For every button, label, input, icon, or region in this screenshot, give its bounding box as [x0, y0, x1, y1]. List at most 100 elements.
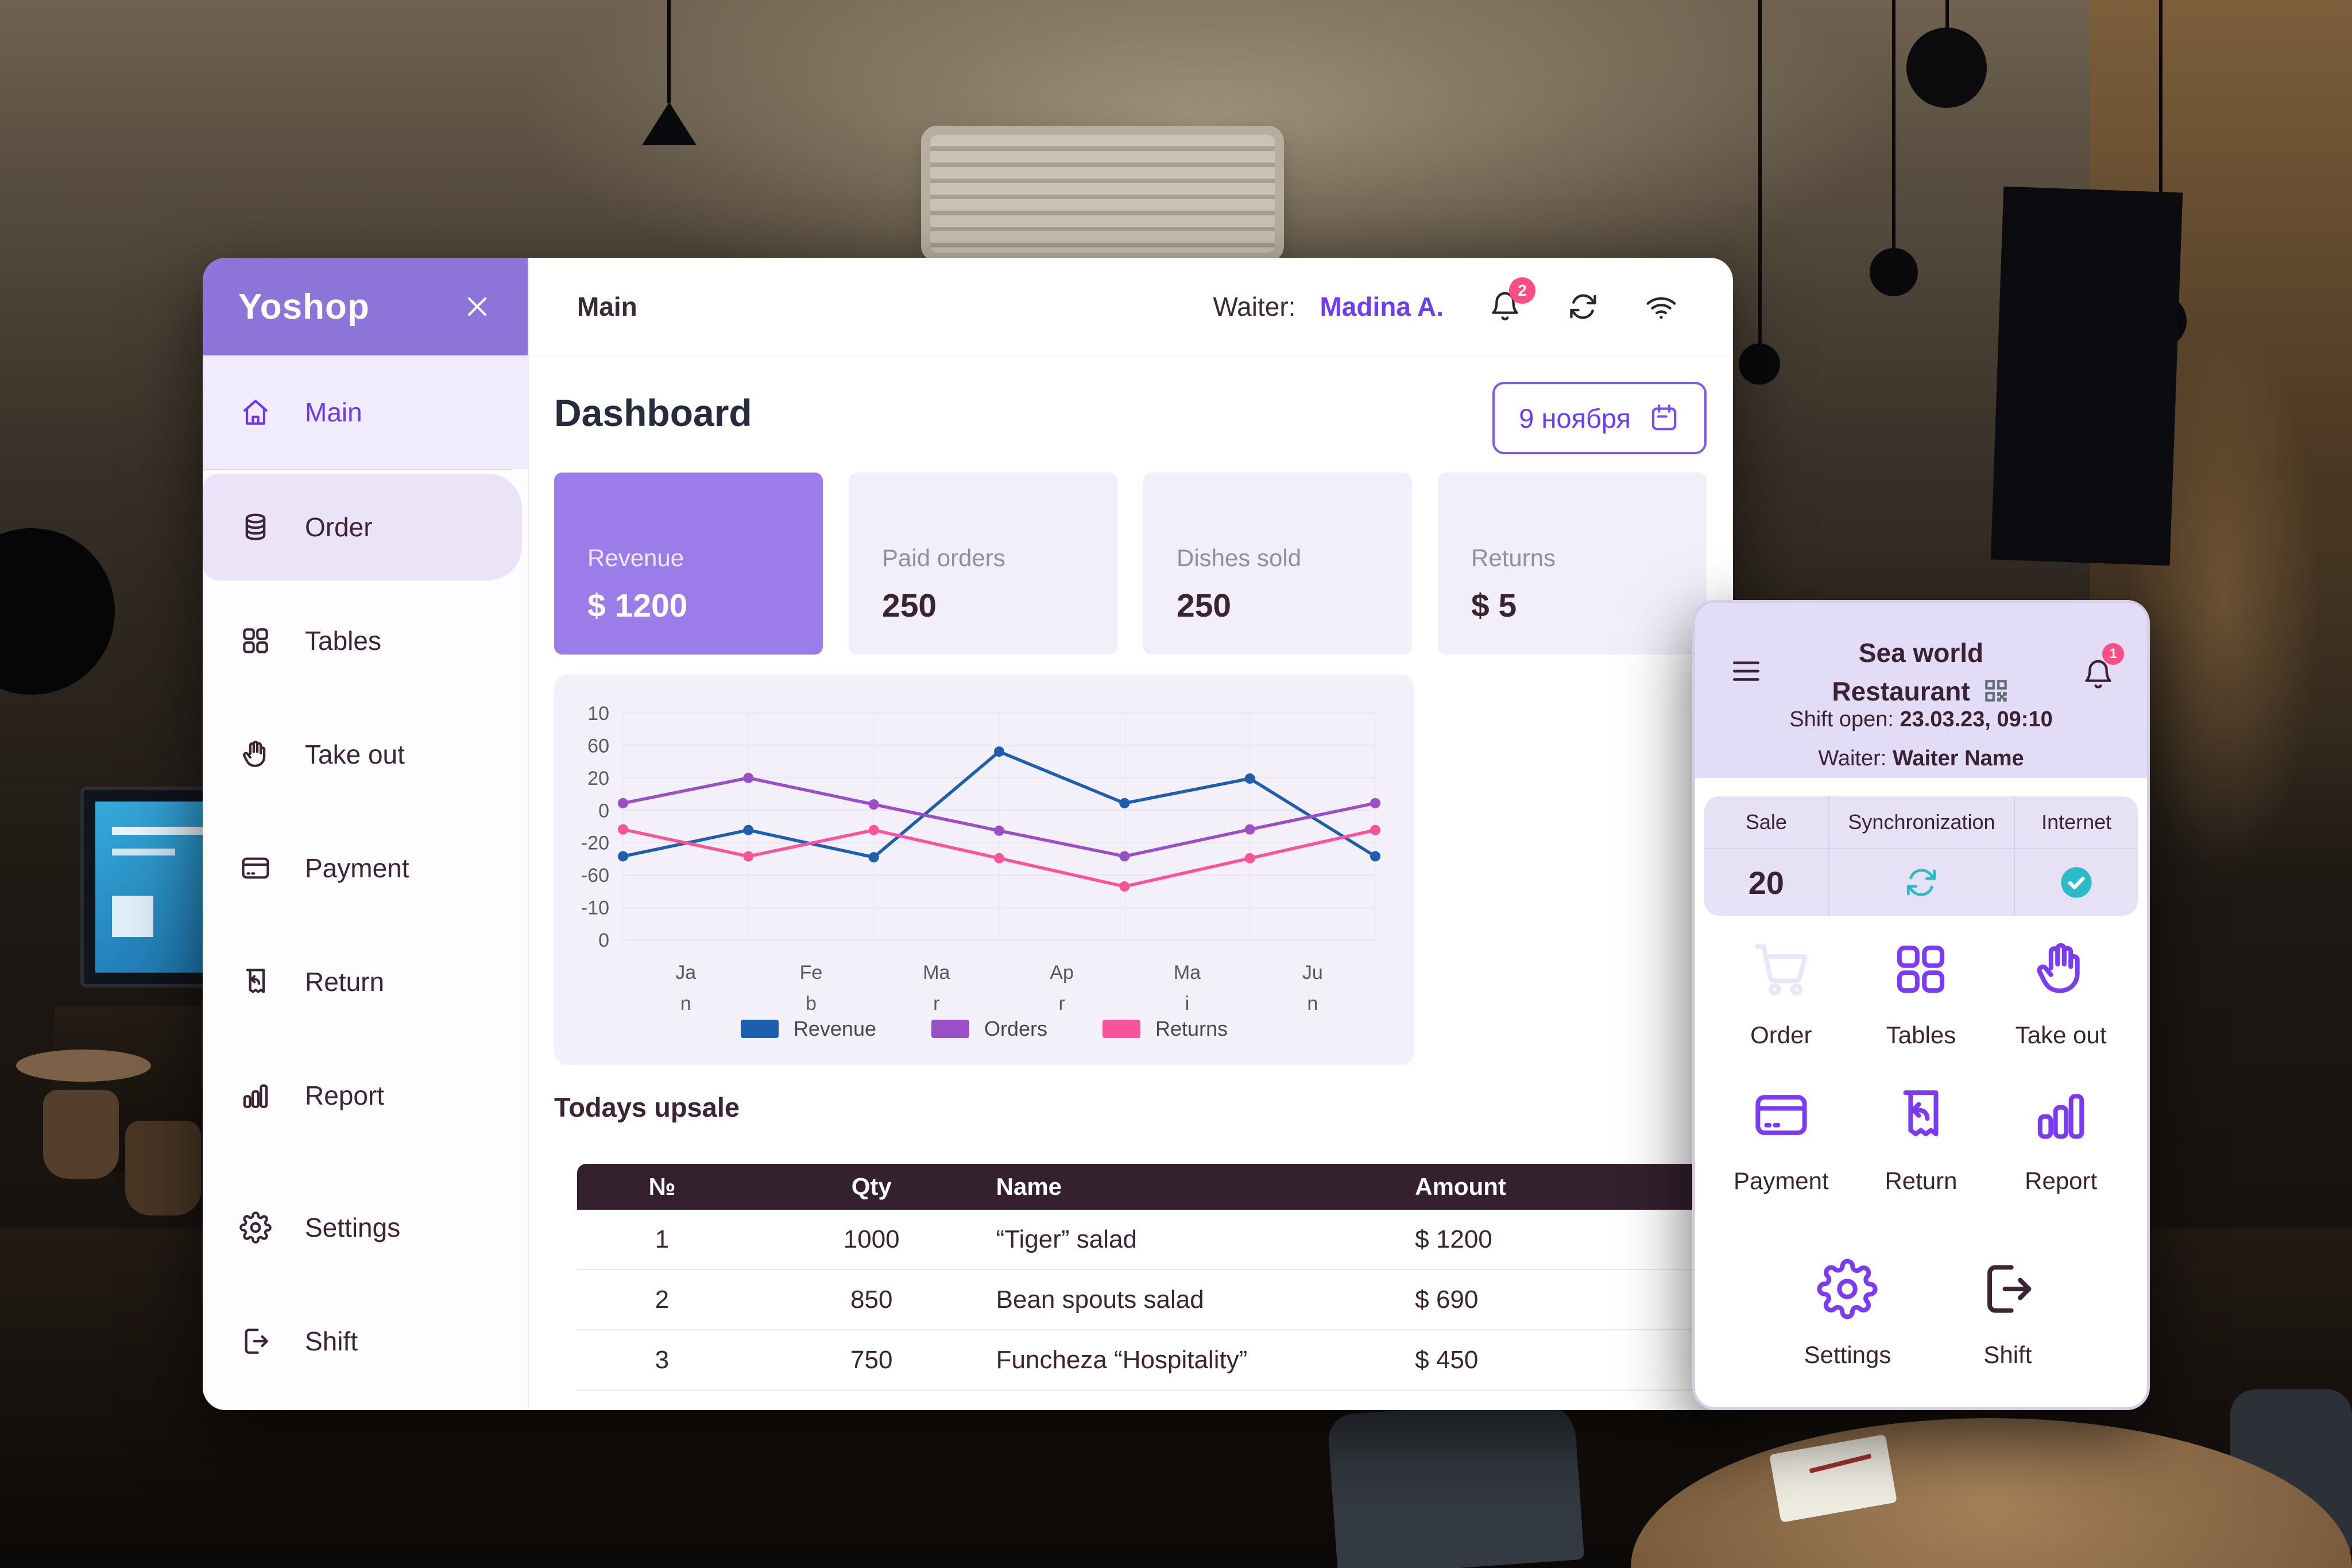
- svg-text:60: 60: [587, 735, 609, 757]
- page-title: Dashboard: [554, 392, 752, 434]
- lamp-stem: [1945, 0, 1949, 32]
- grid-icon: [1890, 939, 1951, 1000]
- sidebar-item-take-out[interactable]: Take out: [203, 698, 528, 811]
- notification-badge: 1: [2102, 643, 2124, 665]
- grid-item-label: Return: [1885, 1167, 1958, 1194]
- sidebar-header: Yoshop: [203, 258, 528, 355]
- bar-chart-icon: [2030, 1085, 2091, 1145]
- sidebar-item-order[interactable]: Order: [203, 474, 522, 580]
- svg-text:Ja: Ja: [675, 962, 696, 984]
- grid-item-report[interactable]: Report: [1991, 1085, 2131, 1195]
- shift-open-value: 23.03.23, 09:10: [1900, 707, 2053, 731]
- table-cell: 1000: [843, 1225, 900, 1253]
- svg-text:0: 0: [598, 735, 609, 757]
- sidebar-item-return[interactable]: Return: [203, 925, 528, 1039]
- receipt-return-icon: [239, 966, 272, 998]
- sidebar-item-tables[interactable]: Tables: [203, 584, 528, 698]
- shift-open-line: Shift open: 23.03.23, 09:10: [1695, 707, 2147, 732]
- tv-qr-square: [112, 896, 153, 937]
- stat-card-paid-orders: Paid orders 250: [849, 473, 1117, 655]
- grid-item-label: Settings: [1804, 1341, 1891, 1368]
- grid-item-tables[interactable]: Tables: [1851, 939, 1991, 1049]
- legend-item-orders: Orders: [931, 1017, 1047, 1041]
- sidebar-item-label: Order: [305, 512, 373, 542]
- legend-swatch: [1102, 1020, 1141, 1038]
- small-table: [16, 1050, 151, 1082]
- mobile-header: Sea world Restaurant 1 Shift open: 23.03…: [1695, 603, 2147, 778]
- grid-item-label: Payment: [1733, 1167, 1829, 1194]
- status-label: Sale: [1704, 796, 1828, 849]
- pendant-lamp: [1870, 248, 1918, 296]
- sidebar-item-shift[interactable]: Shift: [203, 1284, 528, 1398]
- pendant-lamp: [1739, 343, 1780, 385]
- table-cell: 750: [850, 1345, 893, 1374]
- grid-item-payment[interactable]: Payment: [1711, 1085, 1851, 1195]
- waiter-name[interactable]: Madina A.: [1320, 291, 1444, 322]
- bell-icon[interactable]: 1: [2082, 643, 2124, 691]
- breadcrumb: Main: [577, 291, 637, 322]
- grid-item-label: Take out: [2015, 1021, 2107, 1048]
- hamburger-menu-icon[interactable]: [1728, 653, 1764, 689]
- svg-text:Ma: Ma: [923, 962, 950, 984]
- sidebar-item-payment[interactable]: Payment: [203, 811, 528, 925]
- grid-item-order[interactable]: Order: [1711, 939, 1851, 1049]
- svg-text:i: i: [1185, 993, 1190, 1015]
- stat-card-label: Returns: [1471, 544, 1556, 571]
- svg-text:-20: -20: [581, 833, 609, 854]
- hand-icon: [239, 738, 272, 771]
- receipt-return-icon: [1890, 1085, 1951, 1145]
- table-cell: 3: [655, 1345, 670, 1374]
- status-cell-internet: Internet: [2014, 796, 2138, 916]
- svg-text:r: r: [1059, 993, 1065, 1015]
- status-cell-synchronization[interactable]: Synchronization: [1828, 796, 2014, 916]
- stat-card-label: Revenue: [587, 544, 684, 571]
- stat-card-value: $ 1200: [587, 587, 688, 624]
- top-bar: Main Waiter: Madina A. 2: [529, 258, 1733, 355]
- table-cell: Funcheza “Hospitality”: [996, 1345, 1248, 1374]
- calendar-icon: [1648, 402, 1680, 434]
- table-cell: $ 690: [1415, 1285, 1479, 1314]
- table-cell: 850: [850, 1285, 893, 1314]
- table-cell: 1: [655, 1225, 670, 1253]
- qr-code-icon[interactable]: [1982, 676, 2010, 705]
- status-value: [2015, 849, 2138, 916]
- sidebar-menu: Main Order Tables Take out Payment Return Repo…: [203, 355, 528, 1398]
- table-header-row: № Qty Name Amount: [577, 1164, 1709, 1210]
- grid-item-shift[interactable]: Shift: [1977, 1259, 2038, 1369]
- stat-cards-row: Revenue $ 1200 Paid orders 250 Dishes sold 25…: [554, 473, 1707, 655]
- svg-text:20: 20: [587, 768, 609, 789]
- table-row: 1 1000 “Tiger” salad $ 1200: [577, 1210, 1709, 1270]
- sync-icon[interactable]: [1566, 290, 1600, 323]
- table-cell: $ 1200: [1415, 1225, 1492, 1253]
- svg-text:10: 10: [587, 703, 609, 725]
- bell-icon[interactable]: 2: [1488, 277, 1535, 323]
- date-picker-button[interactable]: 9 ноября: [1492, 382, 1707, 454]
- svg-text:Fe: Fe: [800, 962, 823, 984]
- table-row: 3 750 Funcheza “Hospitality” $ 450: [577, 1330, 1709, 1391]
- legend-label: Orders: [984, 1017, 1048, 1040]
- exit-icon: [1977, 1259, 2038, 1319]
- svg-text:0: 0: [598, 930, 609, 951]
- restaurant-title-line1: Sea world: [1858, 638, 1984, 668]
- legend-swatch: [740, 1020, 779, 1038]
- grid-item-take-out[interactable]: Take out: [1991, 939, 2131, 1049]
- mobile-nav-grid-row3: Settings Shift: [1711, 1259, 2131, 1369]
- table-cell: $ 450: [1415, 1345, 1479, 1374]
- svg-text:Ma: Ma: [1174, 962, 1201, 984]
- grid-item-return[interactable]: Return: [1851, 1085, 1991, 1195]
- svg-text:Ju: Ju: [1302, 962, 1323, 984]
- grid-item-label: Order: [1750, 1021, 1812, 1048]
- status-value: [1829, 849, 2014, 916]
- mobile-app-window: Sea world Restaurant 1 Shift open: 23.03…: [1692, 600, 2150, 1410]
- sidebar-item-report[interactable]: Report: [203, 1039, 528, 1152]
- table-cell: Bean spouts salad: [996, 1285, 1204, 1314]
- waiter-name: Waiter Name: [1892, 746, 2024, 771]
- grid-item-settings[interactable]: Settings: [1804, 1259, 1891, 1369]
- legend-label: Revenue: [793, 1017, 876, 1040]
- close-icon[interactable]: [462, 292, 492, 322]
- sidebar-item-settings[interactable]: Settings: [203, 1171, 528, 1284]
- sidebar-item-main[interactable]: Main: [203, 355, 528, 469]
- ceiling-vent: [930, 135, 1275, 253]
- sidebar: Yoshop Main Order Tables Take out Payment Ret…: [203, 258, 529, 1410]
